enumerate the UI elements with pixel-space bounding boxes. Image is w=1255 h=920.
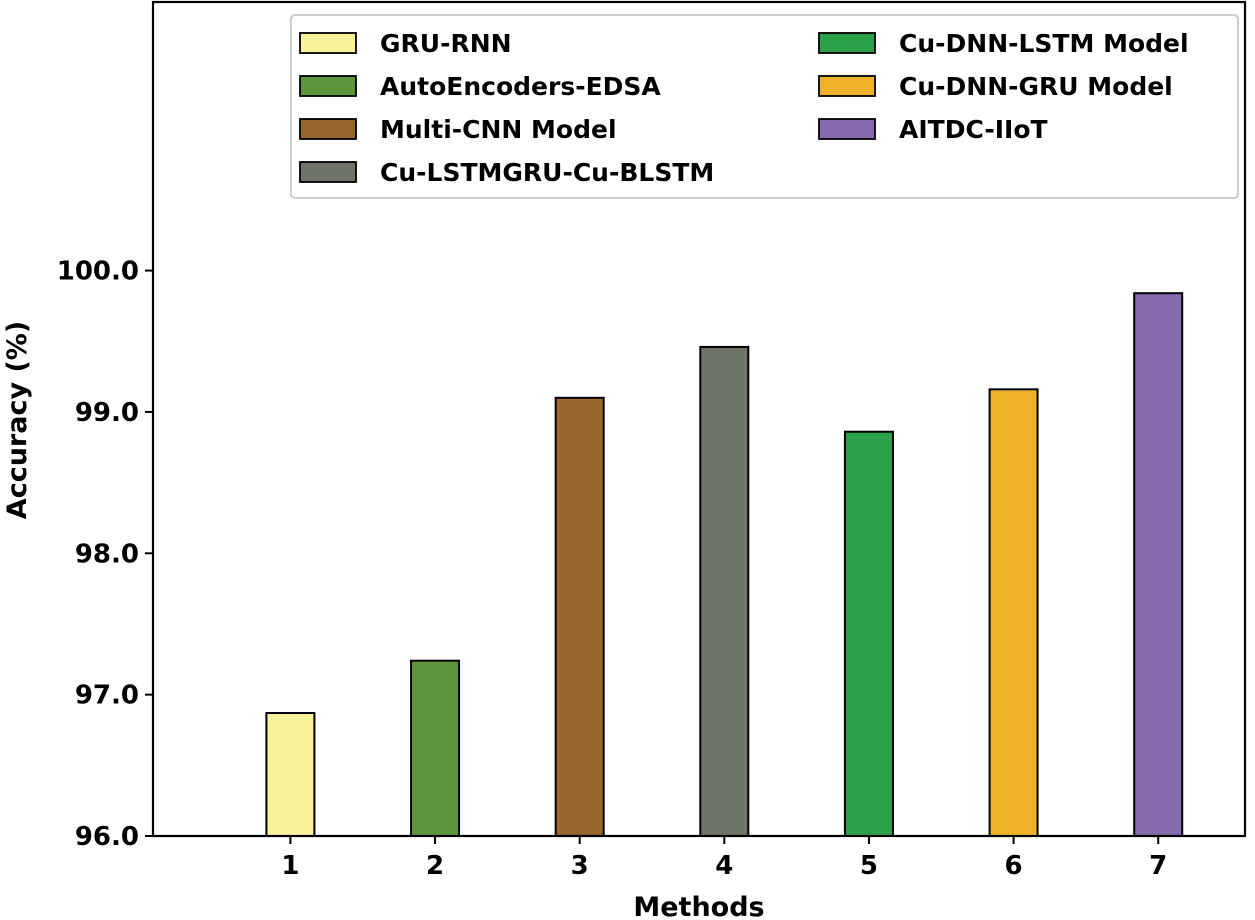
x-tick-label: 5 (860, 851, 878, 881)
y-tick-label: 96.0 (75, 822, 139, 852)
x-tick-label: 6 (1005, 851, 1023, 881)
bar-1 (265, 712, 316, 837)
legend-swatch-2 (299, 75, 357, 97)
legend-label-1: GRU-RNN (380, 29, 512, 58)
legend-label-5: Cu-DNN-LSTM Model (899, 29, 1189, 58)
bars (265, 292, 1184, 837)
legend-label-7: AITDC-IIoT (899, 115, 1048, 144)
plot-frame (151, 0, 1247, 838)
y-tick-label: 98.0 (75, 539, 139, 569)
bar-4 (699, 345, 750, 837)
legend-box (290, 14, 1239, 199)
legend-swatch-1 (299, 32, 357, 54)
legend-label-4: Cu-LSTMGRU-Cu-BLSTM (380, 158, 714, 187)
x-tick-label: 2 (426, 851, 444, 881)
legend-label-2: AutoEncoders-EDSA (380, 72, 661, 101)
legend-label-6: Cu-DNN-GRU Model (899, 72, 1173, 101)
bar-7 (1133, 292, 1184, 837)
y-tick-label: 99.0 (75, 398, 139, 428)
legend-swatch-5 (818, 32, 876, 54)
bar-5 (843, 430, 894, 837)
legend-swatch-4 (299, 161, 357, 183)
legend-label-3: Multi-CNN Model (380, 115, 617, 144)
y-tick-label: 100.0 (57, 257, 139, 287)
y-axis-title: Accuracy (%) (2, 321, 33, 519)
bar-2 (410, 659, 461, 837)
legend-swatch-3 (299, 118, 357, 140)
y-tick-label: 97.0 (75, 681, 139, 711)
x-tick-label: 7 (1149, 851, 1167, 881)
legend-swatch-7 (818, 118, 876, 140)
bar-3 (554, 396, 605, 837)
legend: GRU-RNN AutoEncoders-EDSA Multi-CNN Model C… (290, 14, 1239, 199)
x-tick-label: 4 (715, 851, 733, 881)
legend-swatch-6 (818, 75, 876, 97)
bar-6 (988, 388, 1039, 837)
x-tick-label: 1 (281, 851, 299, 881)
x-tick-label: 3 (571, 851, 589, 881)
x-axis-title: Methods (633, 892, 764, 920)
